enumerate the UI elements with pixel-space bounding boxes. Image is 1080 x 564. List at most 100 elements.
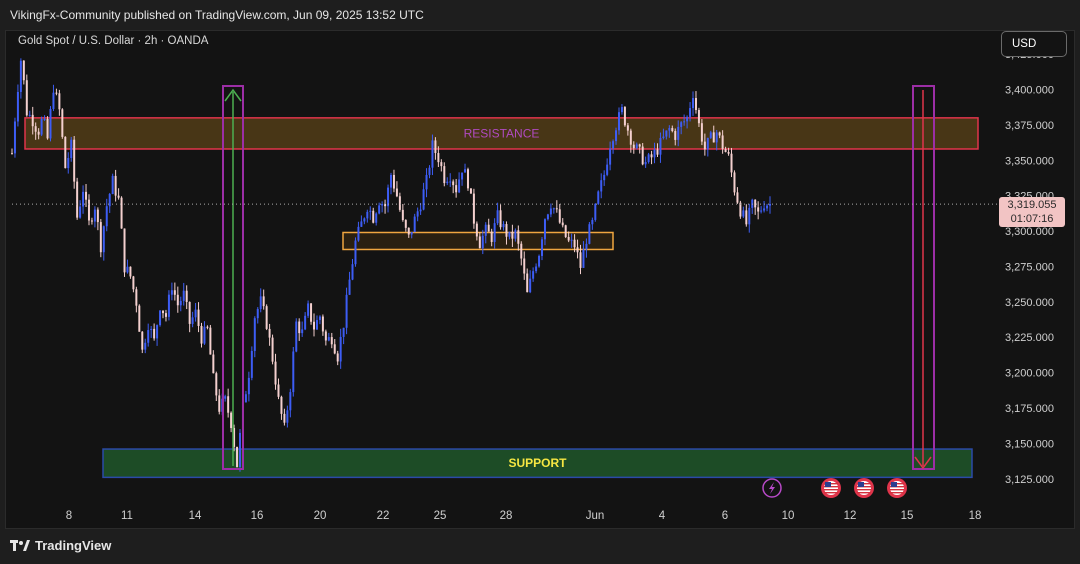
currency-button[interactable]: USD — [1001, 31, 1067, 57]
candle — [280, 396, 283, 414]
candle — [87, 199, 90, 221]
candle — [490, 231, 493, 242]
candle — [52, 92, 55, 110]
candle — [629, 130, 632, 145]
candle — [342, 327, 345, 337]
candle — [253, 318, 256, 351]
candle — [455, 185, 458, 193]
candle — [656, 149, 659, 155]
candle — [324, 331, 327, 341]
us-flag-stripe — [824, 489, 838, 491]
tradingview-brand[interactable]: TradingView — [10, 538, 111, 553]
candle — [392, 174, 395, 189]
candle — [606, 164, 609, 175]
candle — [200, 325, 203, 344]
candle — [70, 139, 73, 159]
candle — [330, 337, 333, 345]
candle — [425, 174, 428, 190]
candle — [487, 224, 490, 232]
tradingview-logo-icon — [10, 539, 30, 551]
published-by-text: VikingFx-Community published on TradingV… — [10, 8, 424, 22]
candle — [85, 191, 88, 200]
candle — [428, 167, 431, 175]
candle — [206, 326, 209, 328]
candle — [31, 114, 34, 127]
candle — [718, 132, 721, 136]
candle — [90, 220, 93, 222]
candle — [93, 209, 96, 222]
resistance-zone-label: RESISTANCE — [464, 126, 540, 140]
candle — [564, 225, 567, 237]
candle — [558, 209, 561, 223]
candle — [247, 377, 250, 395]
top-bar: VikingFx-Community published on TradingV… — [0, 0, 1080, 30]
candle — [191, 317, 194, 324]
candle — [129, 266, 132, 277]
us-flag-icon — [854, 478, 874, 498]
chart-frame — [5, 30, 1075, 529]
candle — [644, 162, 647, 165]
candle — [218, 395, 221, 412]
candle — [594, 203, 597, 220]
candle — [147, 330, 150, 343]
candle — [620, 107, 623, 113]
candle — [250, 350, 253, 378]
candle — [268, 328, 271, 338]
candle — [22, 60, 25, 81]
candle — [612, 141, 615, 149]
candle — [579, 252, 582, 268]
candle — [336, 353, 339, 362]
candle — [677, 126, 680, 140]
candle — [437, 153, 440, 163]
candle — [108, 194, 111, 207]
candle — [692, 98, 695, 109]
candle — [532, 271, 535, 279]
candle — [712, 132, 715, 143]
candle — [182, 290, 185, 301]
lightning-icon-ring — [762, 478, 782, 498]
candle — [431, 140, 434, 168]
candle — [318, 316, 321, 321]
consolidation-zone — [342, 231, 614, 251]
us-flag-stripe — [824, 492, 838, 494]
y-tick-label: 3,400.000 — [1005, 85, 1054, 97]
x-tick-label: 11 — [121, 510, 133, 522]
candle — [188, 301, 191, 324]
candle — [416, 211, 419, 217]
y-tick-label: 3,225.000 — [1005, 332, 1054, 344]
candle — [369, 210, 372, 212]
candle — [665, 130, 668, 137]
candle — [215, 373, 218, 396]
candle — [153, 328, 156, 339]
candle — [345, 294, 348, 328]
candle — [505, 224, 508, 237]
candle — [298, 321, 301, 334]
candle — [700, 123, 703, 142]
candle — [67, 158, 70, 169]
candle — [348, 279, 351, 295]
candle — [638, 144, 641, 147]
candle — [150, 328, 153, 331]
candle — [375, 213, 378, 223]
candle — [13, 121, 16, 154]
candle — [576, 247, 579, 253]
candle — [434, 140, 437, 154]
candle — [617, 112, 620, 131]
candle — [357, 226, 360, 241]
candle — [262, 296, 265, 307]
candle — [286, 410, 289, 423]
candle — [484, 224, 487, 236]
candle — [79, 206, 82, 218]
candle — [123, 228, 126, 273]
candle — [763, 208, 766, 211]
symbol-title[interactable]: Gold Spot / U.S. Dollar · 2h · OANDA — [18, 35, 209, 47]
candle — [452, 181, 455, 186]
candle — [304, 315, 307, 330]
candle — [372, 210, 375, 223]
candle — [413, 216, 416, 233]
x-tick-label: 10 — [782, 510, 795, 522]
candle — [384, 204, 387, 207]
candle — [120, 197, 123, 229]
down-arrow-head — [914, 456, 932, 470]
